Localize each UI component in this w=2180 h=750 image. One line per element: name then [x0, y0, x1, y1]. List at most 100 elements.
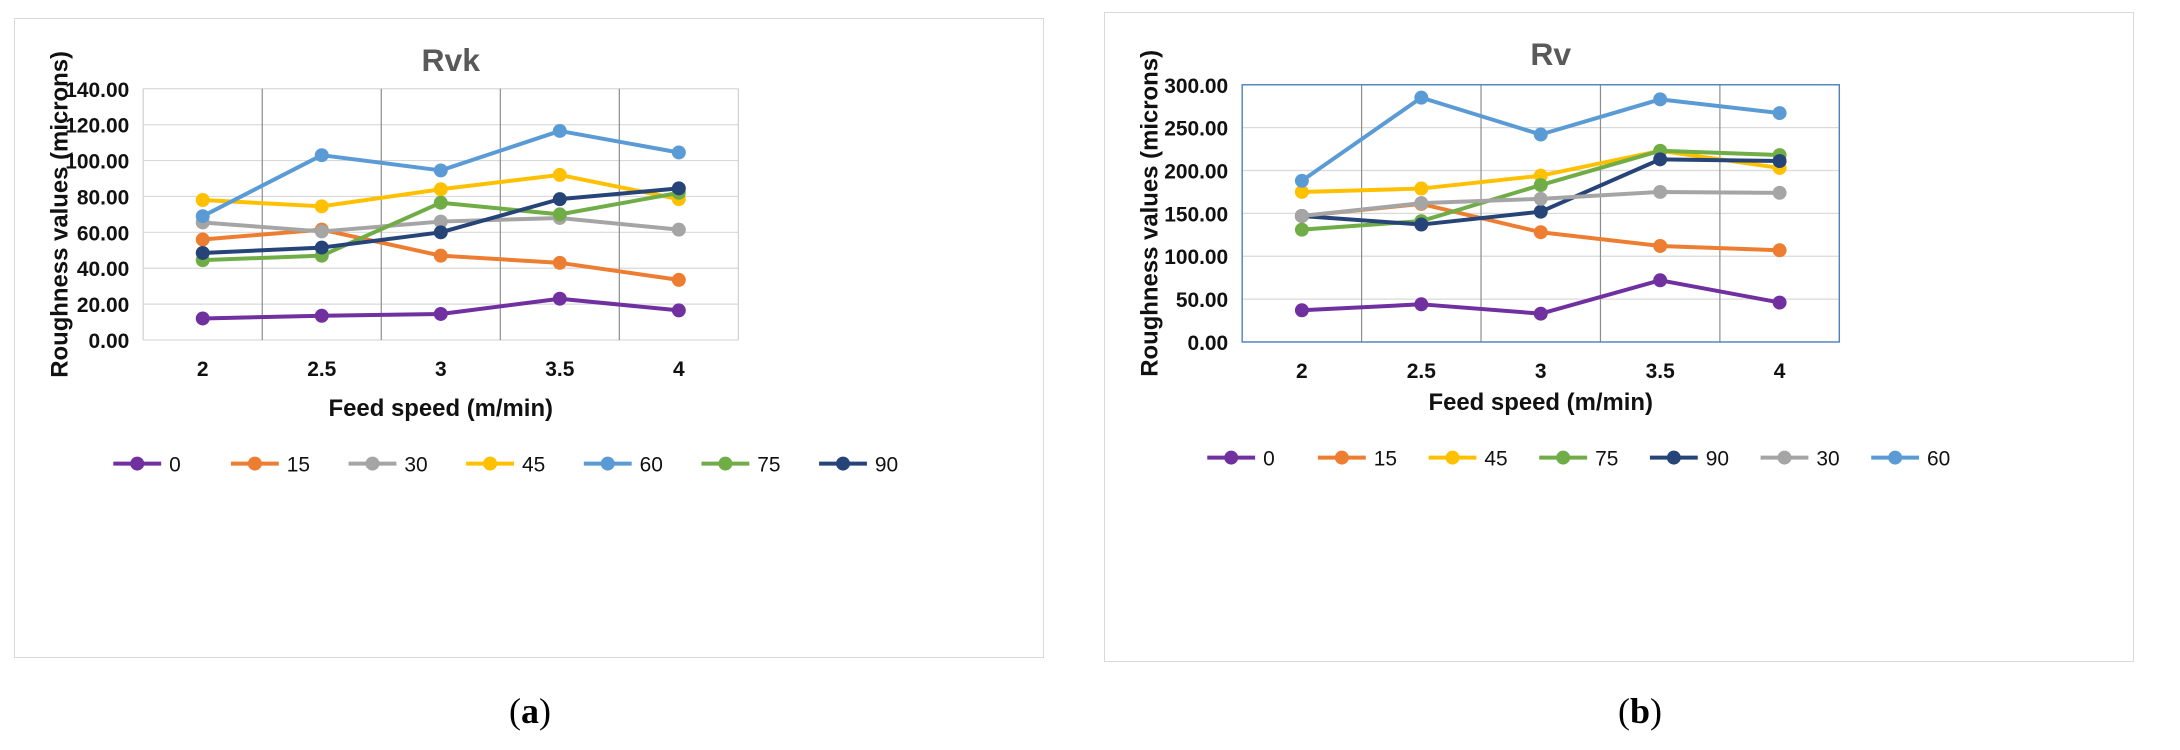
data-point-45 — [433, 182, 448, 197]
y-tick-label: 200.00 — [1164, 160, 1228, 183]
legend-label-0: 0 — [1263, 448, 1275, 471]
legend-label-60: 60 — [640, 454, 663, 477]
y-tick-label: 0.00 — [89, 330, 130, 353]
data-point-0 — [314, 308, 329, 323]
y-tick-label: 150.00 — [1164, 203, 1228, 226]
y-tick-label: 100.00 — [1164, 246, 1228, 269]
data-point-0 — [1414, 297, 1429, 312]
data-point-30 — [433, 214, 448, 229]
caption-a-letter: a — [521, 691, 539, 731]
data-point-0 — [552, 291, 567, 306]
data-point-15 — [1533, 225, 1548, 240]
legend-marker-90 — [836, 456, 850, 471]
legend-marker-15 — [1334, 450, 1349, 465]
y-tick-label: 300.00 — [1164, 75, 1228, 98]
data-point-60 — [1414, 90, 1429, 105]
data-point-0 — [1533, 306, 1548, 321]
data-point-15 — [1772, 243, 1787, 258]
legend-label-75: 75 — [1595, 448, 1618, 471]
legend-label-90: 90 — [875, 454, 898, 477]
x-tick-label: 2 — [1296, 360, 1308, 383]
data-point-60 — [1294, 173, 1309, 188]
data-point-90 — [314, 240, 329, 255]
y-tick-label: 120.00 — [65, 115, 129, 138]
legend-label-30: 30 — [1816, 448, 1839, 471]
data-point-90 — [195, 245, 210, 260]
y-tick-label: 20.00 — [77, 294, 129, 317]
y-tick-label: 250.00 — [1164, 118, 1228, 141]
data-point-75 — [1294, 222, 1309, 237]
data-point-90 — [1653, 152, 1668, 167]
legend-marker-90 — [1666, 450, 1681, 465]
x-tick-label: 3.5 — [545, 358, 574, 381]
data-point-0 — [1772, 295, 1787, 310]
data-point-45 — [1294, 184, 1309, 199]
data-point-60 — [195, 209, 210, 224]
data-point-30 — [1414, 196, 1429, 211]
caption-b-letter: b — [1629, 691, 1651, 731]
y-axis-title: Roughness values (microns) — [46, 51, 73, 378]
x-tick-label: 2.5 — [1407, 360, 1436, 383]
y-tick-label: 60.00 — [77, 222, 129, 245]
data-point-45 — [195, 193, 210, 208]
legend-label-30: 30 — [404, 454, 427, 477]
data-point-15 — [433, 248, 448, 263]
legend-marker-30 — [365, 456, 380, 471]
y-tick-label: 80.00 — [77, 186, 129, 209]
legend-label-45: 45 — [522, 454, 545, 477]
legend-marker-15 — [247, 456, 262, 471]
x-tick-label: 3.5 — [1646, 360, 1675, 383]
legend-marker-0 — [1224, 450, 1239, 465]
data-point-15 — [195, 232, 210, 247]
data-point-90 — [433, 225, 448, 240]
chart-rv: 0.00 50.00 100.00 150.00 200.00 250.00 300.00 2… — [1136, 36, 1950, 471]
data-point-60 — [1772, 106, 1787, 121]
legend-label-60: 60 — [1927, 448, 1950, 471]
legend-label-45: 45 — [1484, 448, 1507, 471]
x-tick-label: 3 — [1535, 360, 1547, 383]
data-point-30 — [1653, 184, 1668, 199]
y-tick-label: 50.00 — [1176, 289, 1228, 312]
data-point-45 — [314, 199, 329, 214]
data-point-30 — [314, 224, 329, 239]
data-point-90 — [1533, 204, 1548, 219]
data-point-15 — [671, 272, 686, 287]
data-point-60 — [314, 148, 329, 163]
data-point-0 — [1294, 303, 1309, 318]
chart-title: Rvk — [421, 42, 480, 78]
legend-marker-75 — [718, 456, 733, 471]
x-tick-label: 4 — [1774, 360, 1786, 383]
chart-rvk: 0.00 20.00 40.00 60.00 80.00 100.00 120.00 140.… — [46, 42, 898, 477]
data-point-60 — [1533, 127, 1548, 142]
caption-b: (b) — [1617, 691, 1663, 731]
data-point-45 — [1414, 181, 1429, 196]
data-point-60 — [1653, 92, 1668, 107]
legend-label-15: 15 — [287, 454, 310, 477]
caption-a: (a) — [509, 691, 551, 731]
data-point-30 — [671, 222, 686, 237]
data-point-0 — [671, 303, 686, 318]
data-point-30 — [1294, 208, 1309, 223]
data-point-60 — [552, 123, 567, 138]
legend-label-90: 90 — [1706, 448, 1729, 471]
y-tick-label: 0.00 — [1187, 332, 1228, 355]
data-point-75 — [1533, 178, 1548, 193]
data-point-45 — [552, 167, 567, 182]
legend-label-15: 15 — [1374, 448, 1397, 471]
data-point-0 — [195, 311, 210, 326]
x-axis-title: Feed speed (m/min) — [329, 395, 554, 422]
legend-label-75: 75 — [757, 454, 780, 477]
data-point-90 — [552, 192, 567, 207]
legend-marker-45 — [483, 456, 498, 471]
data-point-30 — [1533, 191, 1548, 206]
data-point-90 — [671, 181, 686, 196]
x-tick-label: 3 — [435, 358, 447, 381]
data-point-60 — [671, 145, 686, 160]
chart-panel-rvk: 0.00 20.00 40.00 60.00 80.00 100.00 120.00 140.… — [14, 18, 1044, 658]
data-point-75 — [552, 207, 567, 222]
data-point-0 — [433, 306, 448, 321]
x-tick-label: 4 — [673, 358, 685, 381]
data-point-90 — [1772, 154, 1787, 169]
legend-label-0: 0 — [169, 454, 181, 477]
legend-marker-30 — [1777, 450, 1792, 465]
